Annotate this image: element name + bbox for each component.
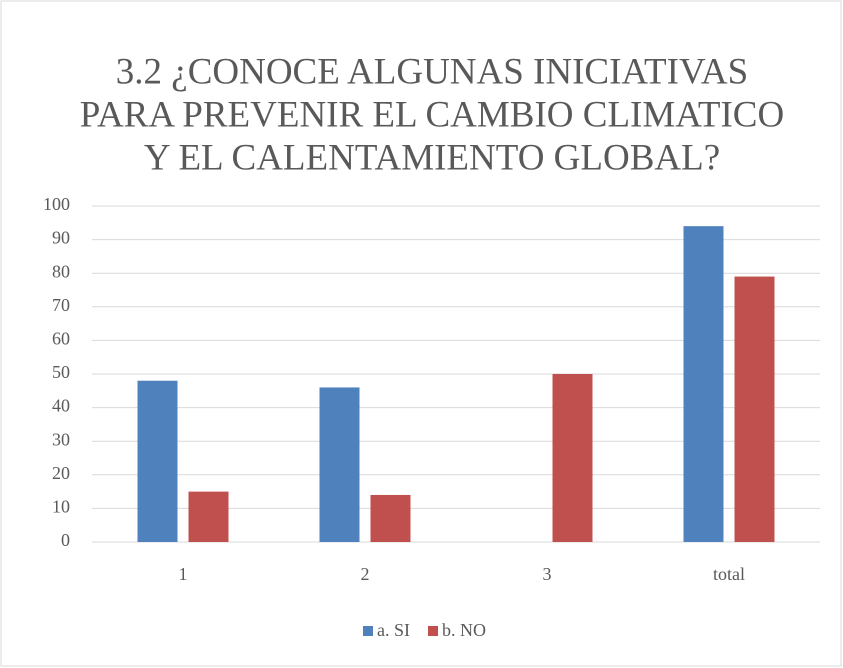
y-tick-label: 30 xyxy=(52,429,70,449)
y-tick-label: 20 xyxy=(52,463,70,483)
legend-label: a. SI xyxy=(377,620,410,640)
bar xyxy=(188,491,229,542)
chart-title: 3.2 ¿CONOCE ALGUNAS INICIATIVAS xyxy=(116,51,748,92)
bar xyxy=(734,276,775,542)
x-tick-label: 1 xyxy=(179,564,188,584)
y-tick-label: 80 xyxy=(52,261,70,281)
y-tick-label: 90 xyxy=(52,228,70,248)
y-tick-label: 0 xyxy=(61,530,70,550)
bar xyxy=(137,380,178,542)
bar xyxy=(319,387,360,542)
x-tick-label: total xyxy=(713,564,745,584)
x-tick-label: 2 xyxy=(361,564,370,584)
legend-label: b. NO xyxy=(442,620,486,640)
y-tick-label: 50 xyxy=(52,362,70,382)
y-tick-label: 60 xyxy=(52,329,70,349)
x-tick-label: 3 xyxy=(543,564,552,584)
chart-title: Y EL CALENTAMIENTO GLOBAL? xyxy=(144,137,720,178)
legend-swatch xyxy=(428,626,438,636)
y-tick-label: 70 xyxy=(52,295,70,315)
y-tick-label: 100 xyxy=(43,194,70,214)
bar xyxy=(552,374,593,542)
chart-title: PARA PREVENIR EL CAMBIO CLIMATICO xyxy=(80,94,784,135)
legend-swatch xyxy=(363,626,373,636)
bar xyxy=(370,494,411,542)
bar xyxy=(683,226,724,542)
y-tick-label: 10 xyxy=(52,497,70,517)
y-tick-label: 40 xyxy=(52,396,70,416)
